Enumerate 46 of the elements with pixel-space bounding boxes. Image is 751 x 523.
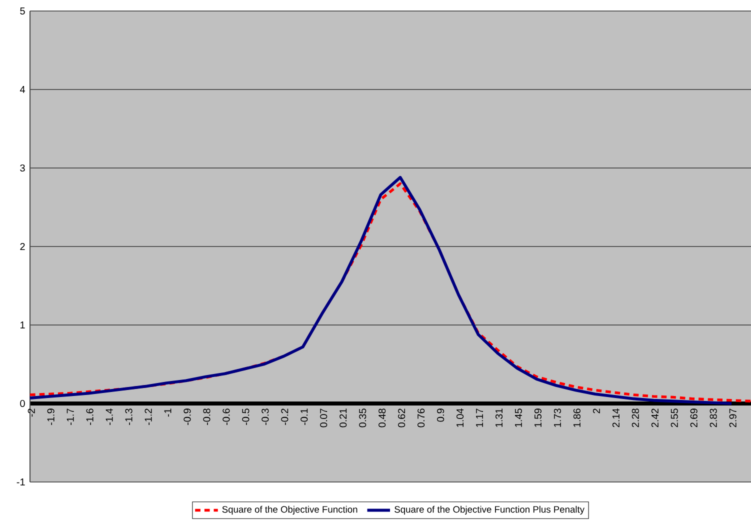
x-tick-label: -0.9	[184, 408, 191, 425]
x-tick-label: 0.76	[418, 408, 425, 428]
x-tick-label: 1.31	[495, 408, 503, 427]
x-tick-label: 0.35	[359, 408, 366, 428]
y-tick-label: 4	[20, 86, 25, 93]
x-tick-label: 2.28	[632, 408, 639, 428]
y-tick-label: -1	[16, 478, 25, 486]
x-tick-label: -0.1	[300, 408, 308, 425]
y-tick-label: 5	[20, 8, 25, 14]
x-tick-label: 0.9	[437, 408, 444, 422]
x-tick-label: 1.17	[476, 408, 483, 427]
y-tick-label: 2	[20, 242, 25, 250]
y-tick-label: 0	[20, 400, 25, 408]
x-tick-label: 0.48	[378, 408, 386, 428]
x-tick-label: 2.97	[729, 408, 736, 428]
x-tick-label: -0.2	[281, 408, 288, 425]
x-tick-label: 2	[592, 408, 600, 414]
x-tick-label: 2.55	[670, 408, 678, 428]
legend-label: Square of the Objective Function Plus Penalty	[394, 506, 584, 515]
x-tick-label: 2.69	[690, 408, 698, 428]
x-tick-label: -1.2	[144, 408, 152, 425]
x-tick-label: 2.42	[651, 408, 658, 428]
x-tick-label: -0.5	[242, 408, 250, 425]
x-tick-label: -2	[28, 408, 35, 417]
x-tick-label: 1.73	[554, 408, 562, 427]
y-tick-label: 3	[20, 164, 25, 172]
x-tick-label: -1.6	[86, 408, 94, 425]
x-tick-label: -0.6	[222, 408, 230, 425]
x-tick-label: 0.21	[340, 408, 347, 428]
x-tick-label: -1	[164, 408, 172, 417]
x-tick-label: -1.9	[47, 408, 54, 425]
x-tick-label: 1.04	[456, 408, 464, 427]
x-tick-label: 2.83	[710, 408, 717, 428]
x-tick-label: -1.4	[106, 408, 113, 425]
x-tick-label: -1.7	[66, 408, 74, 425]
y-tick-label: 1	[20, 322, 25, 328]
x-tick-label: -0.8	[203, 408, 210, 425]
x-tick-label: 1.86	[573, 408, 580, 427]
x-tick-label: 1.59	[534, 408, 542, 427]
x-tick-label: -0.3	[262, 408, 269, 425]
x-tick-label: 0.07	[320, 408, 328, 428]
x-tick-label: 1.45	[515, 408, 522, 427]
legend-label: Square of the Objective Function	[222, 506, 358, 515]
x-tick-label: -1.3	[125, 408, 132, 425]
x-tick-label: 0.62	[398, 408, 406, 428]
x-tick-label: 2.14	[612, 408, 620, 428]
